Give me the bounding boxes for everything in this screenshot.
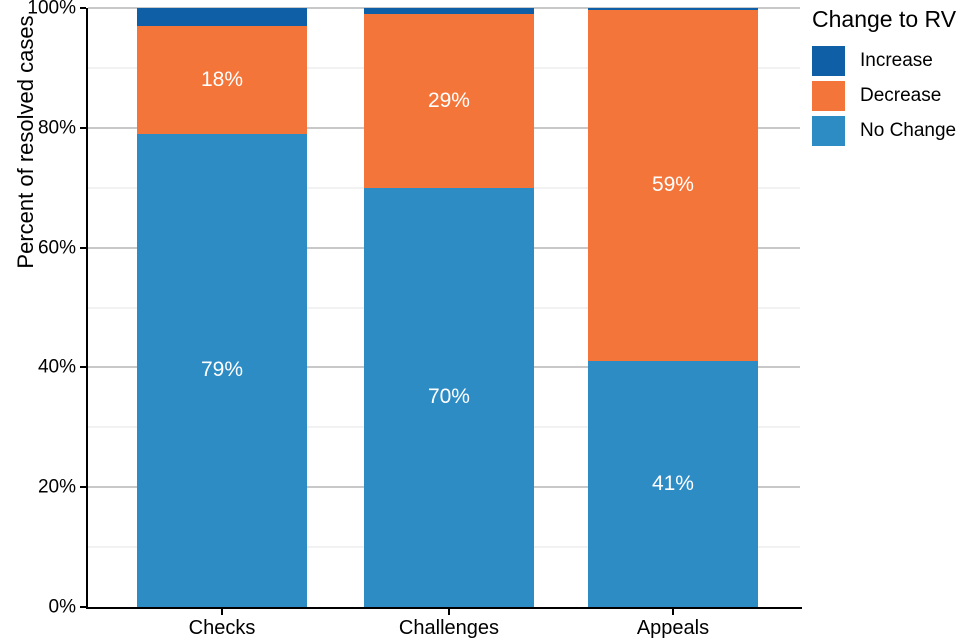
y-tick-label-60: 60%	[37, 237, 76, 259]
y-tick-label-0: 0%	[48, 596, 76, 618]
segment-checks-decrease: 18%	[136, 25, 307, 134]
y-axis-ticks	[80, 7, 86, 608]
plot-panel: 79% 18% 70% 29% 41% 59%	[88, 7, 800, 607]
bar-checks: 79% 18%	[136, 8, 307, 607]
segment-checks-increase	[136, 8, 307, 26]
segment-appeals-decrease: 59%	[587, 8, 758, 362]
x-tick-mark-challenges	[447, 609, 450, 615]
y-axis-line	[86, 8, 88, 609]
bar-value-label-challenges-decrease: 29%	[427, 88, 470, 112]
y-tick-mark-100	[80, 7, 86, 9]
legend-item-increase: Increase	[812, 46, 956, 76]
y-tick-label-80: 80%	[37, 117, 76, 139]
x-tick-label-checks: Checks	[188, 617, 256, 639]
segment-appeals-increase	[587, 8, 758, 11]
y-tick-mark-20	[80, 486, 86, 489]
segment-challenges-decrease: 29%	[363, 14, 534, 188]
bar-value-label-appeals-no-change: 41%	[651, 472, 694, 496]
y-tick-label-100: 100%	[27, 0, 76, 19]
legend-item-no-change: No Change	[812, 116, 956, 146]
legend-label-decrease: Decrease	[860, 85, 942, 106]
y-axis-labels: 0% 20% 40% 60% 80% 100%	[0, 0, 76, 617]
segment-checks-no-change: 79%	[136, 133, 307, 607]
bar-challenges: 70% 29%	[363, 8, 534, 607]
segment-appeals-no-change: 41%	[587, 361, 758, 607]
y-tick-label-40: 40%	[37, 356, 76, 378]
legend-item-decrease: Decrease	[812, 81, 956, 111]
legend-swatch-increase	[812, 46, 845, 76]
bar-appeals: 41% 59%	[587, 8, 758, 607]
bar-value-label-checks-decrease: 18%	[200, 67, 243, 91]
x-axis-line	[86, 607, 802, 609]
bar-value-label-appeals-decrease: 59%	[651, 172, 694, 196]
segment-challenges-increase	[363, 8, 534, 14]
gridline-100	[88, 7, 800, 9]
y-tick-mark-80	[80, 126, 86, 129]
x-tick-label-challenges: Challenges	[398, 617, 500, 639]
bar-value-label-checks-no-change: 79%	[200, 358, 243, 382]
x-tick-mark-appeals	[671, 609, 674, 615]
y-tick-mark-60	[80, 246, 86, 249]
legend-swatch-decrease	[812, 81, 845, 111]
x-tick-mark-checks	[220, 609, 223, 615]
legend: Change to RV Increase Decrease No Change	[812, 6, 956, 151]
segment-challenges-no-change: 70%	[363, 187, 534, 607]
y-tick-label-20: 20%	[37, 476, 76, 498]
bar-value-label-challenges-no-change: 70%	[427, 385, 470, 409]
y-tick-mark-40	[80, 366, 86, 369]
y-tick-mark-0	[80, 606, 86, 608]
legend-label-no-change: No Change	[860, 120, 957, 141]
legend-title: Change to RV	[812, 6, 957, 32]
legend-label-increase: Increase	[860, 50, 933, 71]
legend-swatch-no-change	[812, 116, 845, 146]
x-tick-label-appeals: Appeals	[636, 617, 710, 639]
